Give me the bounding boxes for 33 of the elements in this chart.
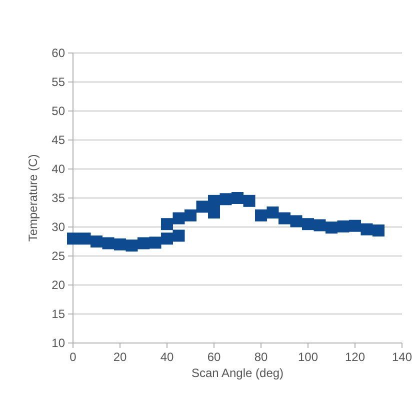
y-tick-label: 35	[52, 191, 66, 206]
x-tick-label: 0	[70, 350, 77, 364]
x-tick-label: 100	[298, 350, 318, 364]
point	[184, 209, 196, 222]
y-tick-label: 20	[52, 278, 66, 292]
y-tick-label: 60	[52, 46, 66, 60]
y-tick-label: 30	[52, 220, 66, 234]
y-tick-label: 45	[52, 133, 66, 148]
point	[208, 206, 220, 218]
point	[243, 194, 256, 207]
y-tick-label: 50	[52, 104, 66, 118]
point	[172, 230, 185, 242]
x-axis-title: Scan Angle (deg)	[191, 366, 284, 380]
point	[172, 212, 185, 224]
y-tick-label: 40	[52, 162, 66, 176]
y-tick-label: 10	[52, 336, 66, 350]
x-tick-label: 120	[344, 350, 366, 364]
point	[372, 224, 384, 236]
x-tick-label: 60	[207, 350, 221, 364]
point	[161, 218, 173, 230]
point	[255, 209, 267, 222]
y-tick-label: 25	[52, 249, 66, 264]
point	[67, 232, 79, 245]
y-tick-label: 55	[52, 75, 66, 90]
x-tick-label: 40	[160, 350, 174, 364]
x-tick-label: 80	[254, 350, 268, 364]
y-tick-label: 15	[52, 307, 66, 322]
point	[196, 200, 208, 213]
point	[266, 206, 279, 218]
point	[278, 212, 290, 224]
y-axis-title: Temperature (C)	[26, 154, 40, 242]
x-tick-label: 140	[392, 350, 412, 364]
x-tick-label: 20	[113, 350, 127, 364]
